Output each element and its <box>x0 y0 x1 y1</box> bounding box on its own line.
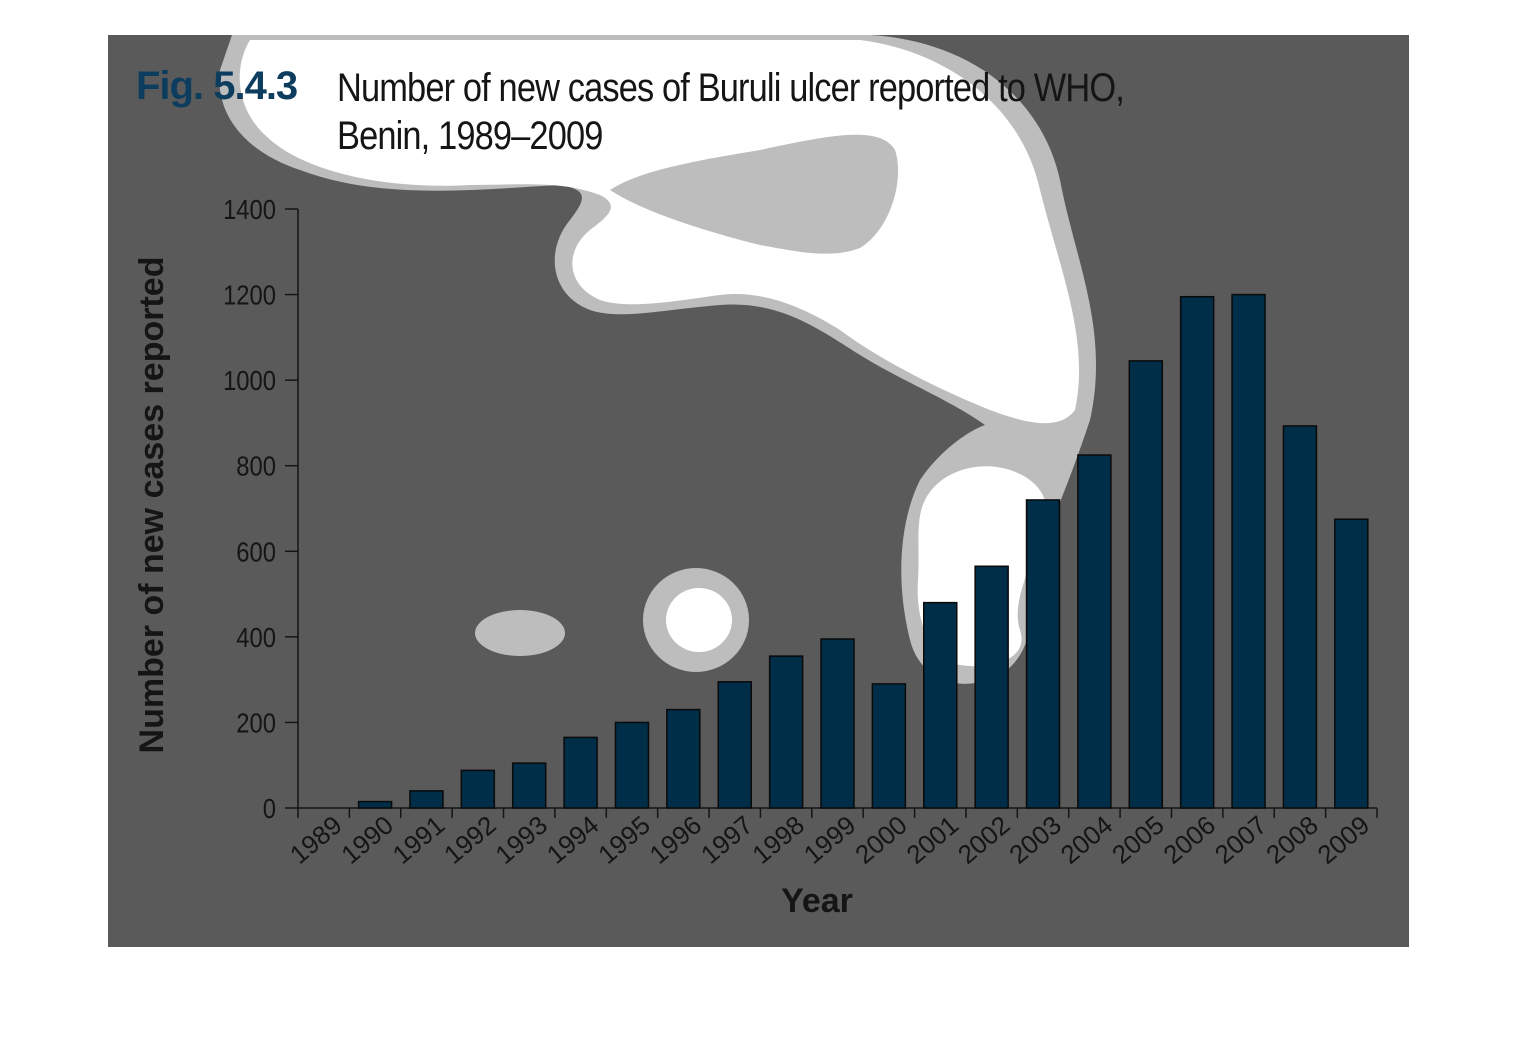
bar <box>357 800 393 809</box>
bar <box>820 638 855 809</box>
x-tick-label: 1993 <box>489 810 553 870</box>
bar <box>563 736 598 809</box>
x-tick-label: 2000 <box>849 810 913 870</box>
bar <box>1282 425 1318 809</box>
y-axis-label: Number of new cases reported <box>133 257 171 754</box>
x-tick-label: 1990 <box>335 810 399 870</box>
x-tick-label: 1991 <box>387 810 451 870</box>
map-ring-inner <box>666 588 732 652</box>
x-tick-label: 1997 <box>695 810 759 870</box>
x-tick-label: 1994 <box>541 810 605 870</box>
y-tick-label: 600 <box>236 535 276 567</box>
map-island <box>475 610 565 656</box>
y-tick-label: 1000 <box>223 364 276 396</box>
x-axis-label: Year <box>781 882 853 920</box>
x-tick-label: 1998 <box>746 810 810 870</box>
bar <box>1334 518 1369 809</box>
x-tick-label: 2009 <box>1312 810 1376 870</box>
y-tick-label: 0 <box>263 792 276 824</box>
y-tick-label: 1200 <box>223 279 276 311</box>
y-tick-label: 800 <box>236 450 276 482</box>
y-tick-label: 400 <box>236 621 276 653</box>
bar <box>871 683 907 809</box>
bar <box>409 790 444 809</box>
x-tick-label: 2001 <box>901 810 965 870</box>
x-tick-label: 1995 <box>592 810 656 870</box>
figure-label: Fig. 5.4.3 <box>136 64 298 108</box>
x-tick-label: 2006 <box>1157 810 1221 870</box>
bar <box>717 681 752 809</box>
x-tick-label: 2002 <box>952 810 1016 870</box>
x-tick-label: 1999 <box>798 810 862 870</box>
y-tick-label: 1400 <box>223 193 276 225</box>
x-tick-label: 2007 <box>1209 810 1273 870</box>
bar <box>1077 454 1112 809</box>
x-tick-label: 1996 <box>644 810 708 870</box>
bar <box>614 721 650 809</box>
x-tick-label: 2008 <box>1260 810 1324 870</box>
y-tick-label: 200 <box>236 707 276 739</box>
map-outline <box>219 35 1097 684</box>
bar <box>1179 295 1215 809</box>
bar <box>1231 293 1266 809</box>
bar <box>1025 499 1061 809</box>
map-body <box>239 40 1080 424</box>
bar <box>923 601 958 809</box>
bar <box>460 769 496 809</box>
x-tick-label: 1992 <box>438 810 502 870</box>
x-tick-label: 2003 <box>1003 810 1067 870</box>
bar <box>511 762 547 809</box>
x-tick-label: 2004 <box>1055 810 1119 870</box>
x-tick-label: 1989 <box>284 810 348 870</box>
bar <box>666 708 701 809</box>
bar <box>1128 360 1164 809</box>
chart-title: Number of new cases of Buruli ulcer repo… <box>337 66 1125 158</box>
x-tick-label: 2005 <box>1106 810 1170 870</box>
bar <box>974 565 1009 809</box>
bar <box>768 655 804 809</box>
